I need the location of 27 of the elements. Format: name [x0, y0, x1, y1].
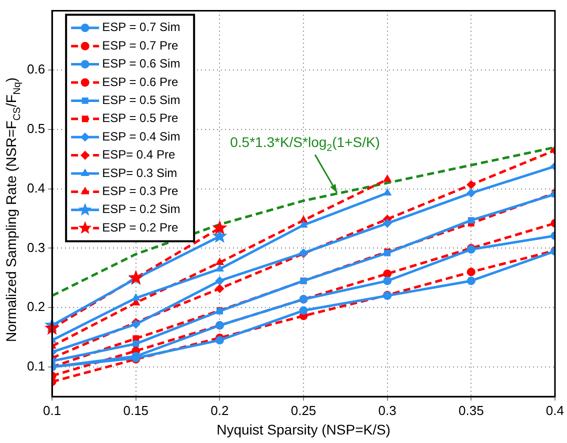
legend-label: ESP= 0.4 Pre [102, 148, 176, 162]
legend-label: ESP= 0.3 Sim [102, 166, 178, 180]
x-tick-label: 0.25 [290, 402, 316, 418]
x-tick-label: 0.15 [123, 402, 149, 418]
legend-label: ESP = 0.5 Pre [102, 111, 179, 126]
legend-label: ESP = 0.6 Sim [102, 56, 180, 71]
legend-label: ESP = 0.6 Pre [102, 74, 179, 89]
y-tick-label: 0.1 [26, 358, 46, 374]
x-tick-label: 0.3 [378, 402, 396, 418]
x-tick-label: 0.2 [210, 402, 229, 418]
legend-label: ESP = 0.2 Sim [102, 202, 180, 216]
legend-label: ESP = 0.7 Pre [102, 38, 179, 52]
legend-label: ESP = 0.2 Pre [102, 220, 179, 234]
x-tick-label: 0.35 [458, 402, 484, 418]
x-tick-label: 0.4 [546, 402, 564, 418]
y-tick-label: 0.2 [26, 299, 46, 314]
y-tick-label: 0.6 [26, 62, 46, 77]
legend-label: ESP = 0.7 Sim [102, 20, 180, 34]
x-tick-label: 0.1 [43, 402, 62, 418]
y-tick-label: 0.3 [26, 240, 46, 255]
y-tick-label: 0.4 [26, 180, 46, 196]
legend-label: ESP = 0.5 Sim [102, 93, 180, 108]
legend-label: ESP = 0.4 Sim [102, 129, 180, 144]
legend-label: ESP = 0.3 Pre [102, 184, 179, 198]
x-axis-title: Nyquist Sparsity (NSP=K/S) [216, 421, 390, 438]
y-tick-label: 0.5 [26, 121, 46, 136]
y-axis-title: Normalized Sampling Rate (NSR=FCS/FNq) [3, 77, 24, 342]
